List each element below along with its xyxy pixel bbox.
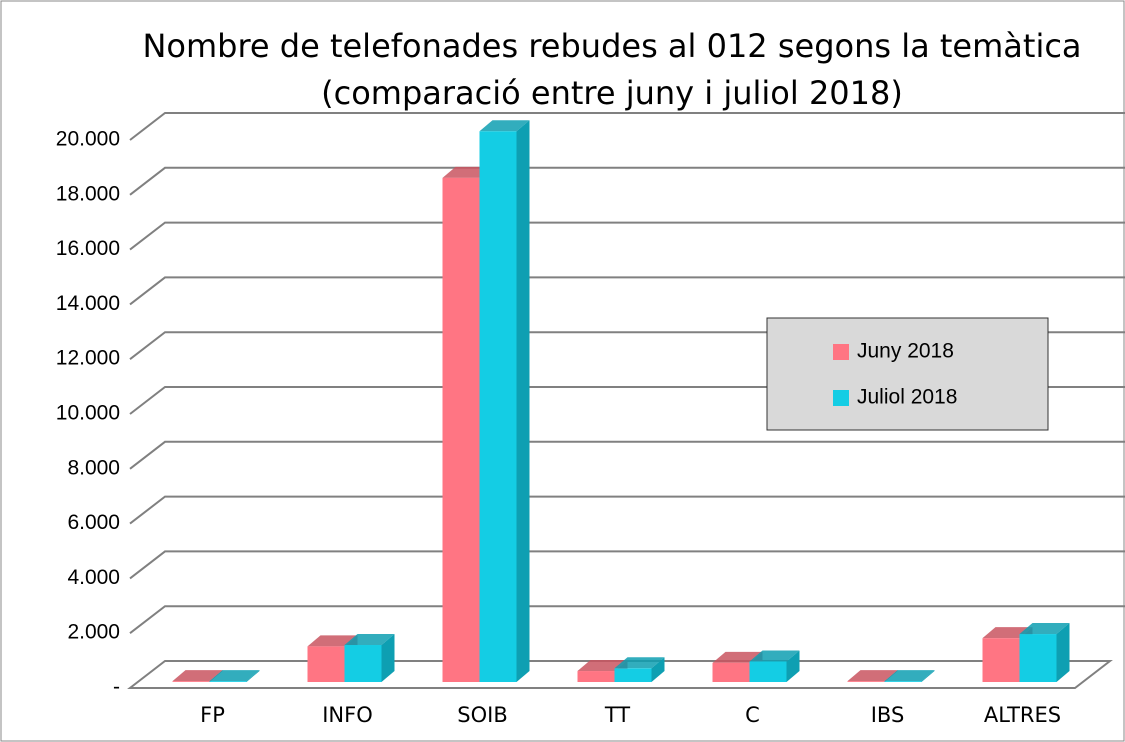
grid-line	[129, 221, 1125, 251]
bar	[344, 634, 395, 682]
grid-line	[129, 166, 1125, 196]
y-tick-label: 6.000	[67, 511, 120, 534]
y-tick-label: 8.000	[67, 456, 120, 479]
legend-label: Juny 2018	[857, 340, 954, 363]
x-tick-label: TT	[604, 703, 630, 727]
legend-box	[766, 317, 1049, 431]
y-tick-label: -	[113, 676, 120, 699]
y-tick-label: 16.000	[56, 237, 120, 260]
y-tick-label: 18.000	[56, 182, 120, 205]
chart-subtitle: (comparació entre juny i juliol 2018)	[321, 74, 903, 112]
x-tick-label: SOIB	[457, 703, 507, 727]
y-tick-label: 2.000	[67, 621, 120, 644]
bar	[209, 670, 260, 682]
x-tick-label: C	[745, 703, 760, 727]
y-tick-label: 14.000	[56, 292, 120, 315]
grid-line	[129, 605, 1125, 634]
x-tick-label: INFO	[322, 703, 373, 727]
legend-swatch	[833, 344, 849, 360]
grid-line	[129, 550, 1125, 580]
grid-line	[129, 495, 1125, 525]
y-tick-label: 20.000	[56, 128, 120, 151]
legend-swatch	[833, 390, 849, 406]
x-tick-label: ALTRES	[984, 703, 1061, 727]
y-tick-label: 12.000	[56, 347, 120, 370]
bar	[1019, 623, 1070, 682]
bar	[884, 670, 935, 682]
legend-label: Juliol 2018	[857, 386, 957, 409]
chart-title: Nombre de telefonades rebudes al 012 seg…	[142, 27, 1081, 65]
bar	[614, 657, 665, 682]
bar	[479, 120, 530, 682]
grid-line	[129, 440, 1125, 470]
x-tick-label: IBS	[871, 703, 905, 727]
grid-line	[129, 112, 1125, 141]
y-tick-label: 10.000	[56, 402, 120, 425]
grid-line	[129, 276, 1125, 306]
y-tick-label: 4.000	[67, 566, 120, 589]
bar	[749, 650, 800, 682]
x-tick-label: FP	[200, 703, 225, 727]
